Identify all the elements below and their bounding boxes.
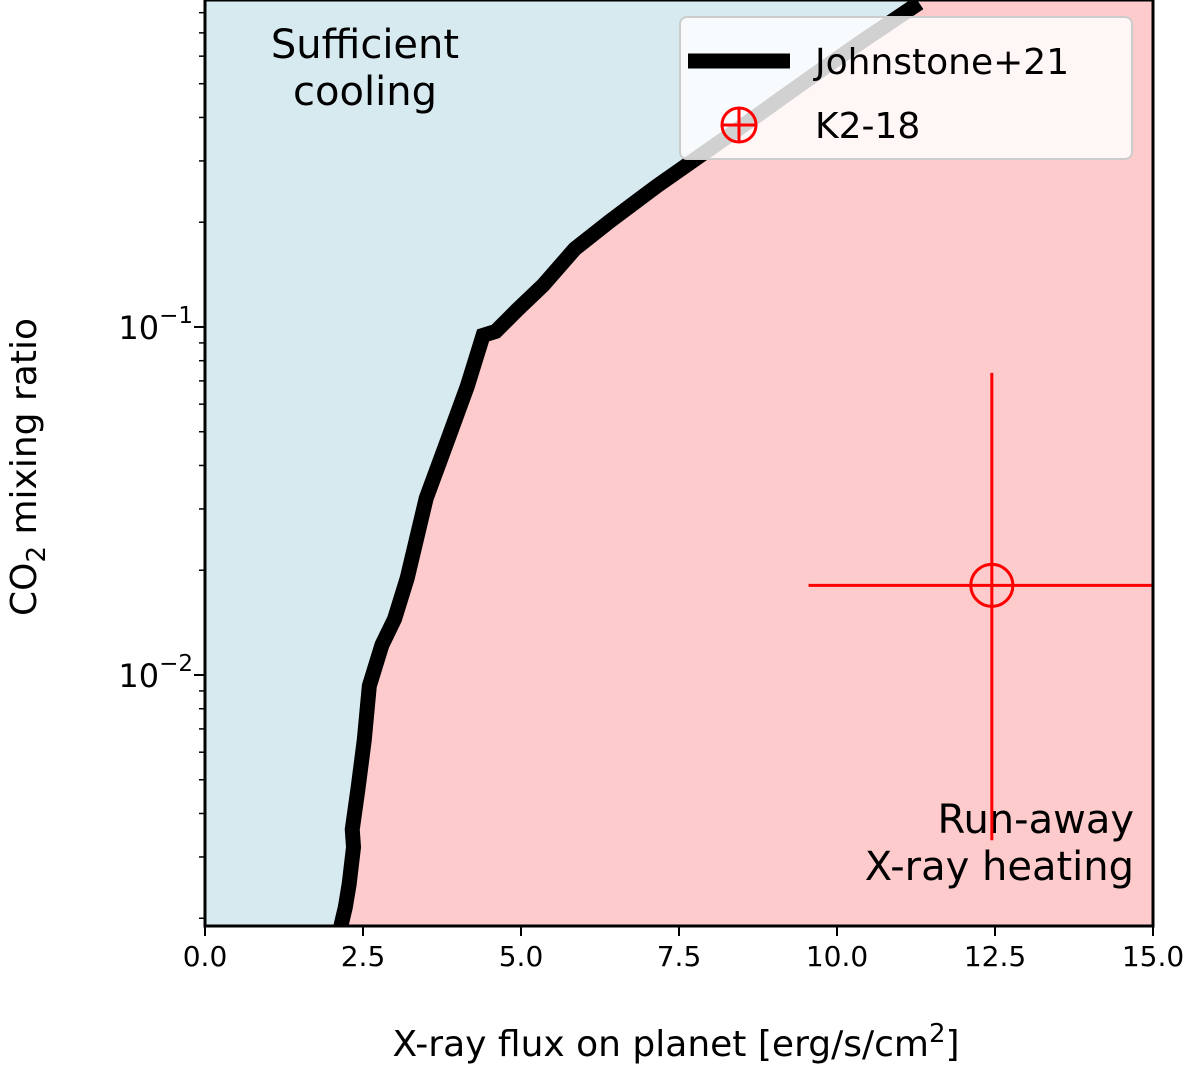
x-tick-label: 7.5 xyxy=(657,940,702,973)
region-label-heating: X-ray heating xyxy=(865,844,1134,890)
x-axis: 0.0 2.5 5.0 7.5 10.0 12.5 15.0 xyxy=(183,926,1184,973)
region-label-cooling: Sufficient xyxy=(271,22,459,68)
y-axis-label: CO2 mixing ratio xyxy=(4,318,52,616)
data-point-k2-18 xyxy=(969,562,1015,608)
x-tick-label: 5.0 xyxy=(499,940,544,973)
x-tick-label: 15.0 xyxy=(1122,940,1184,973)
point-layer xyxy=(808,372,1153,841)
y-tick-label: 10−2 xyxy=(118,651,193,695)
legend-label-k2-18: K2-18 xyxy=(815,106,920,147)
x-tick-label: 0.0 xyxy=(183,940,228,973)
y-tick-label: 10−1 xyxy=(118,303,193,347)
x-tick-label: 2.5 xyxy=(341,940,386,973)
x-tick-label: 12.5 xyxy=(964,940,1026,973)
region-label-heating: Run-away xyxy=(937,797,1134,843)
series-line-johnstone xyxy=(333,0,924,926)
legend-box xyxy=(679,16,1133,160)
region-label-cooling: cooling xyxy=(293,69,437,115)
y-axis: 10−2 10−1 xyxy=(118,11,205,919)
x-axis-label: X-ray flux on planet [erg/s/cm2] xyxy=(392,1019,959,1065)
legend-label-johnstone: Johnstone+21 xyxy=(813,42,1069,83)
legend: Johnstone+21 K2-18 xyxy=(679,16,1133,160)
series-layer xyxy=(333,0,924,926)
x-tick-label: 10.0 xyxy=(806,940,868,973)
heating-region xyxy=(340,0,1153,926)
